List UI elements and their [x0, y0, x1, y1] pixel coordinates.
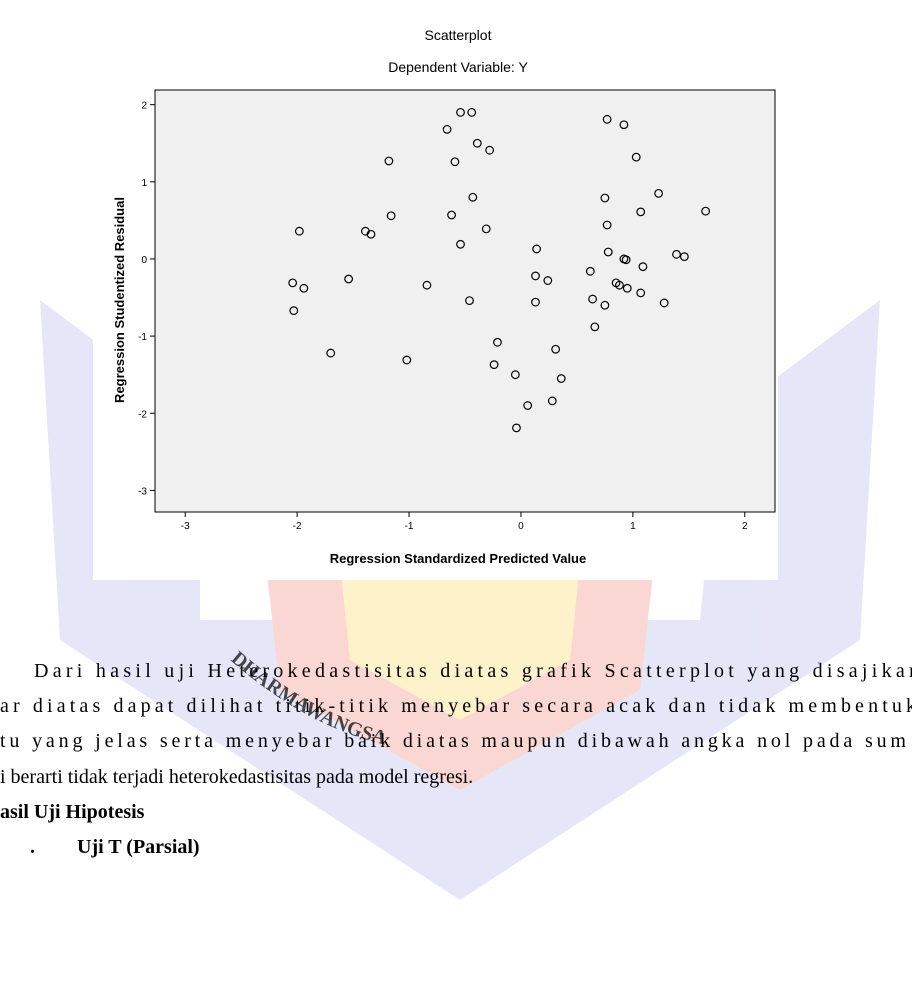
x-tick-label: 2 [742, 521, 748, 532]
y-tick-label: -1 [138, 332, 147, 343]
y-tick-label: 1 [141, 178, 147, 189]
page: DHARMAWANGSA Scatterplot Dependent Varia… [0, 0, 912, 1007]
paragraph-line: tu yang jelas serta menyebar baik diatas… [0, 730, 906, 752]
heading: asil Uji Hipotesis [0, 801, 145, 823]
x-tick-label: -1 [405, 521, 414, 532]
chart-title: Scatterplot [425, 27, 492, 43]
paragraph-line: Dari hasil uji Heterokedastisitas diatas… [34, 660, 912, 682]
chart-subtitle: Dependent Variable: Y [388, 59, 528, 75]
subheading: Uji T (Parsial) [77, 836, 200, 858]
x-tick-label: -2 [293, 521, 302, 532]
x-tick-label: -3 [181, 521, 190, 532]
y-tick-label: 0 [141, 255, 147, 266]
paragraph-line: ar diatas dapat dilihat titik-titik meny… [0, 695, 912, 717]
x-tick-label: 0 [518, 521, 524, 532]
plot-area [155, 90, 775, 512]
y-tick-label: 2 [141, 101, 147, 112]
list-number: . [30, 836, 35, 858]
paragraph-line: i berarti tidak terjadi heterokedastisit… [0, 766, 473, 788]
y-axis-label: Regression Studentized Residual [112, 197, 127, 403]
x-tick-label: 1 [630, 521, 636, 532]
y-tick-label: -3 [138, 486, 147, 497]
page-canvas: DHARMAWANGSA Scatterplot Dependent Varia… [0, 0, 912, 1007]
x-axis-label: Regression Standardized Predicted Value [330, 551, 586, 566]
y-tick-label: -2 [138, 409, 147, 420]
